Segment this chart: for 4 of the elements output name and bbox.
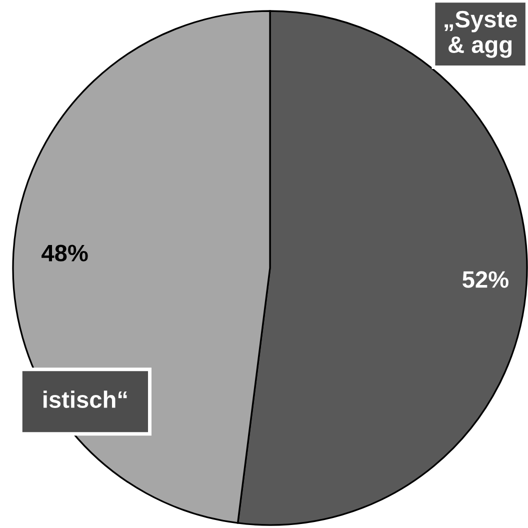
slice-label: istisch“ <box>44 390 127 408</box>
data-label: 48% <box>42 244 88 262</box>
data-label: 52% <box>462 271 508 288</box>
slice-label: „Syste & agg <box>444 10 517 58</box>
